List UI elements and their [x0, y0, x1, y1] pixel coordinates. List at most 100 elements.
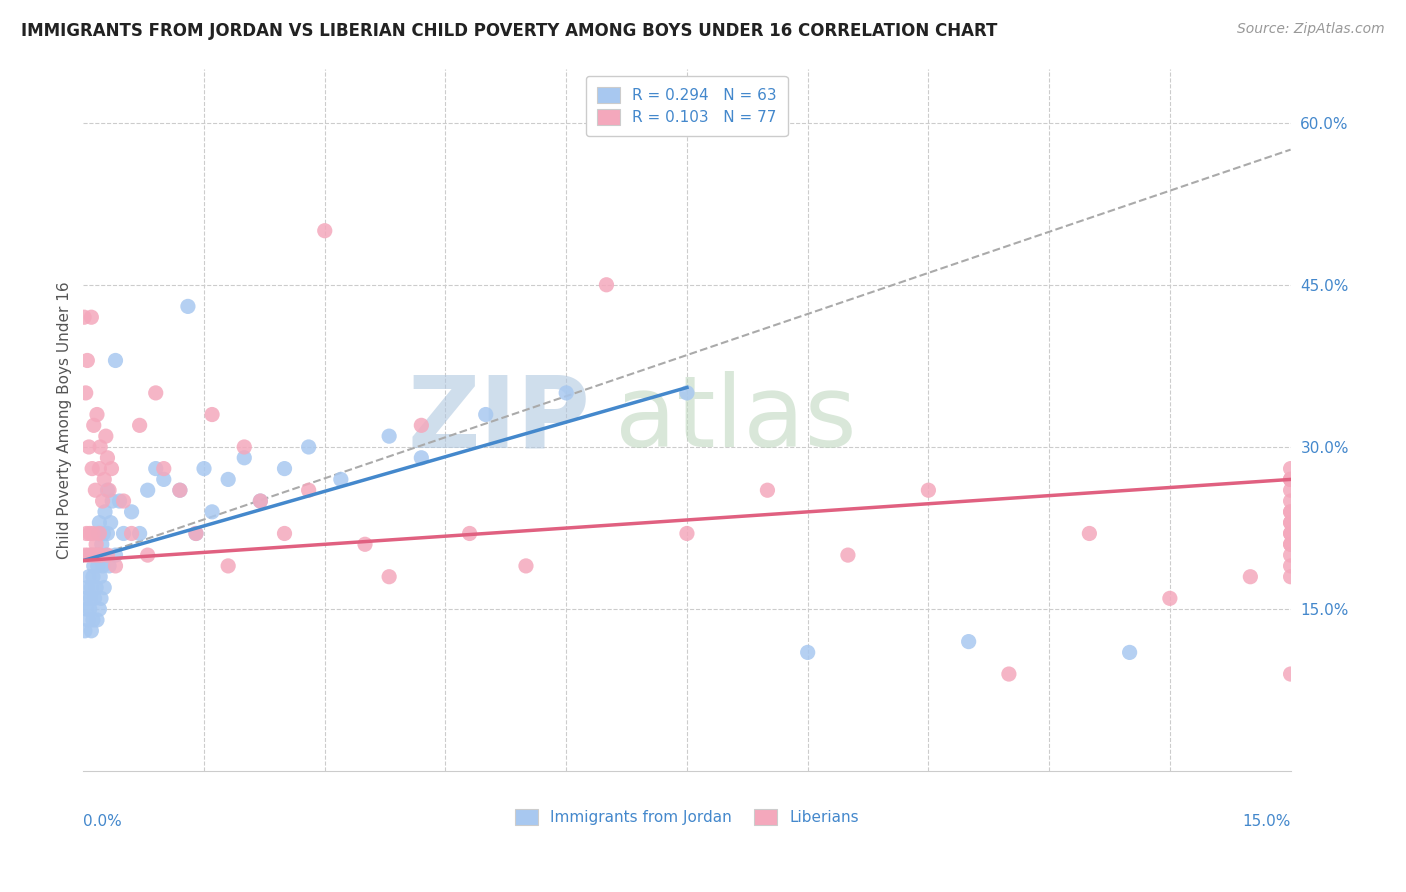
Point: [1279, 526, 1302, 541]
Point: [555, 385, 578, 400]
Point: [1279, 483, 1302, 498]
Point: [249, 494, 271, 508]
Point: [84, 548, 107, 562]
Text: ZIP: ZIP: [408, 371, 591, 468]
Point: [184, 526, 207, 541]
Point: [474, 408, 496, 422]
Point: [676, 385, 699, 400]
Point: [82, 461, 104, 475]
Point: [184, 526, 207, 541]
Point: [1159, 591, 1181, 606]
Point: [515, 558, 537, 573]
Point: [101, 494, 124, 508]
Point: [84, 483, 107, 498]
Point: [83, 418, 105, 433]
Point: [104, 353, 127, 368]
Point: [676, 526, 699, 541]
Point: [104, 558, 127, 573]
Point: [76, 602, 98, 616]
Point: [86, 613, 108, 627]
Point: [145, 385, 167, 400]
Point: [1279, 472, 1302, 486]
Point: [273, 461, 295, 475]
Point: [1279, 505, 1302, 519]
Point: [79, 591, 101, 606]
Text: IMMIGRANTS FROM JORDAN VS LIBERIAN CHILD POVERTY AMONG BOYS UNDER 16 CORRELATION: IMMIGRANTS FROM JORDAN VS LIBERIAN CHILD…: [21, 22, 997, 40]
Point: [121, 505, 143, 519]
Point: [796, 645, 818, 659]
Point: [100, 461, 122, 475]
Point: [1279, 516, 1302, 530]
Point: [136, 548, 159, 562]
Point: [93, 526, 115, 541]
Point: [98, 483, 121, 498]
Point: [84, 581, 107, 595]
Text: Source: ZipAtlas.com: Source: ZipAtlas.com: [1237, 22, 1385, 37]
Point: [411, 418, 433, 433]
Point: [84, 537, 107, 551]
Point: [90, 548, 112, 562]
Point: [112, 526, 135, 541]
Point: [201, 408, 224, 422]
Point: [1279, 548, 1302, 562]
Point: [378, 570, 401, 584]
Point: [1078, 526, 1101, 541]
Point: [80, 310, 103, 325]
Point: [152, 461, 174, 475]
Point: [79, 526, 101, 541]
Point: [177, 300, 200, 314]
Point: [121, 526, 143, 541]
Point: [86, 408, 108, 422]
Point: [1279, 570, 1302, 584]
Point: [80, 548, 103, 562]
Point: [108, 494, 131, 508]
Point: [169, 483, 191, 498]
Point: [93, 581, 115, 595]
Point: [82, 526, 104, 541]
Point: [94, 548, 117, 562]
Point: [87, 548, 110, 562]
Point: [91, 494, 114, 508]
Point: [128, 418, 150, 433]
Point: [136, 483, 159, 498]
Point: [1279, 667, 1302, 681]
Point: [89, 461, 111, 475]
Point: [112, 494, 135, 508]
Point: [77, 613, 100, 627]
Point: [83, 548, 105, 562]
Point: [90, 591, 112, 606]
Point: [89, 526, 111, 541]
Point: [378, 429, 401, 443]
Point: [73, 624, 96, 638]
Point: [998, 667, 1021, 681]
Point: [298, 483, 321, 498]
Point: [76, 581, 98, 595]
Point: [1118, 645, 1140, 659]
Point: [152, 472, 174, 486]
Point: [201, 505, 224, 519]
Point: [94, 505, 117, 519]
Point: [96, 526, 118, 541]
Point: [1279, 461, 1302, 475]
Point: [217, 558, 239, 573]
Point: [128, 526, 150, 541]
Point: [233, 440, 256, 454]
Point: [1279, 537, 1302, 551]
Point: [82, 570, 104, 584]
Point: [93, 472, 115, 486]
Text: atlas: atlas: [614, 371, 856, 468]
Point: [98, 558, 121, 573]
Y-axis label: Child Poverty Among Boys Under 16: Child Poverty Among Boys Under 16: [58, 281, 72, 558]
Point: [1239, 570, 1261, 584]
Text: 0.0%: 0.0%: [83, 814, 122, 829]
Point: [79, 602, 101, 616]
Point: [1279, 558, 1302, 573]
Point: [217, 472, 239, 486]
Text: 15.0%: 15.0%: [1243, 814, 1291, 829]
Point: [145, 461, 167, 475]
Point: [75, 385, 97, 400]
Point: [1279, 494, 1302, 508]
Point: [75, 591, 97, 606]
Point: [90, 537, 112, 551]
Point: [104, 548, 127, 562]
